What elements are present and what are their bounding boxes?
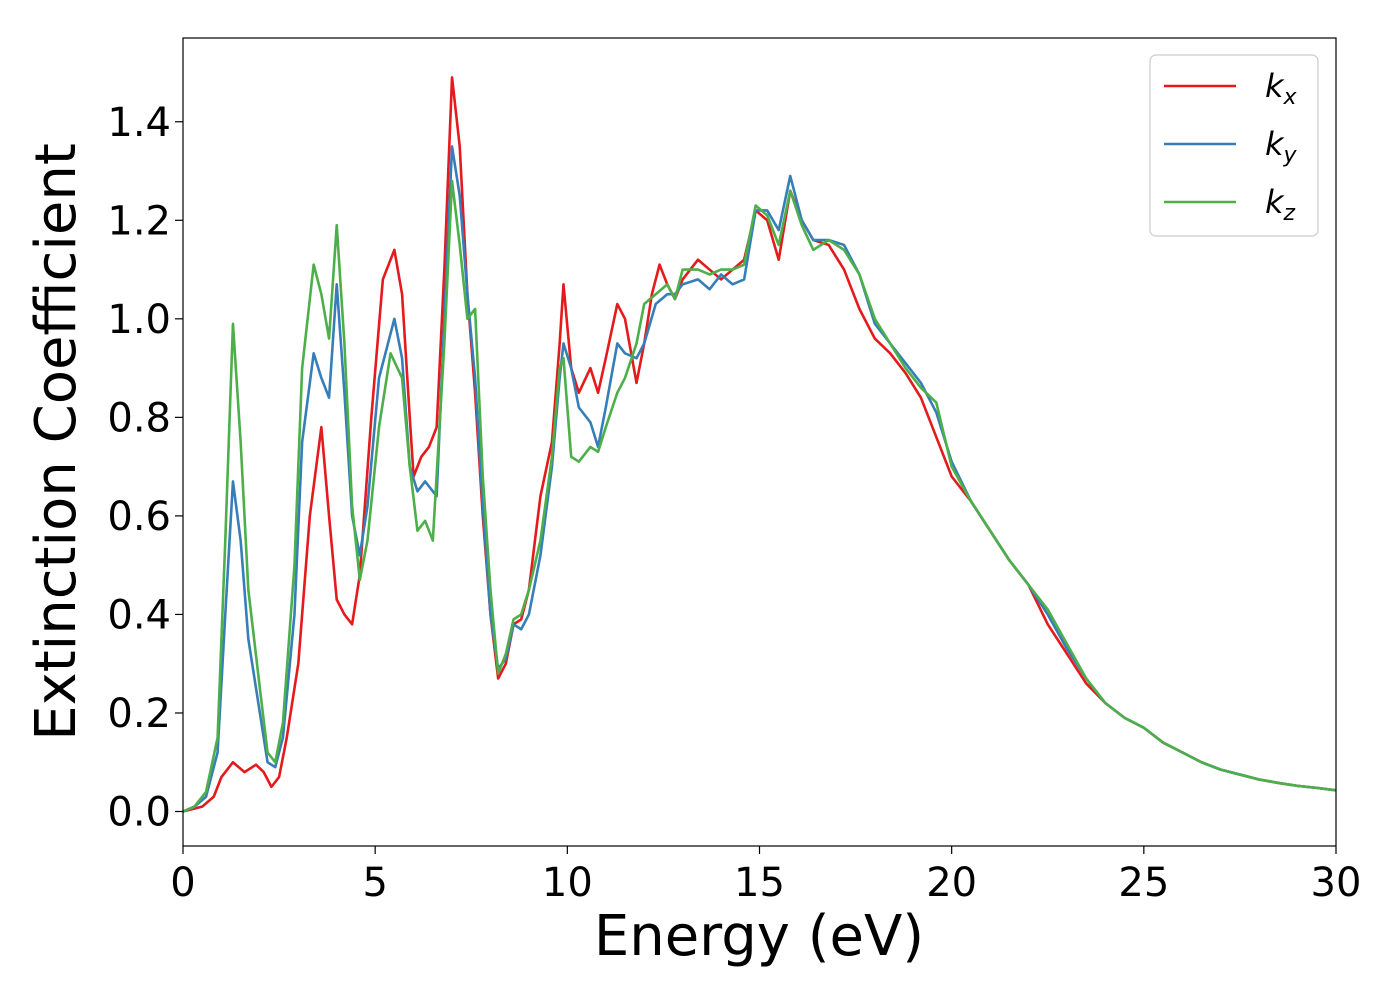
x-tick-label: 20 [926,860,977,906]
x-tick-label: 10 [542,860,593,906]
x-axis-ticks: 0 5 10 15 20 25 30 [170,846,1361,906]
x-axis-title: Energy (eV) [594,904,924,969]
y-tick-label: 0.6 [107,494,171,540]
y-axis-title: Extinction Coefficient [24,143,89,741]
y-tick-label: 0.0 [107,790,171,836]
y-tick-label: 1.0 [107,297,171,343]
plot-background [183,38,1336,846]
series-layer [183,76,1336,813]
legend: kx ky kz [1149,54,1319,237]
x-tick-label: 30 [1311,860,1362,906]
y-tick-label: 0.8 [107,395,171,441]
y-tick-label: 0.2 [107,691,171,737]
x-tick-label: 5 [362,860,387,906]
y-axis-ticks: 0.0 0.2 0.4 0.6 0.8 1.0 1.2 1.4 [107,100,183,836]
x-tick-label: 0 [170,860,195,906]
x-tick-label: 25 [1118,860,1169,906]
x-tick-label: 15 [734,860,785,906]
y-tick-label: 1.2 [107,198,171,244]
series-line-z [183,179,1336,813]
y-tick-label: 0.4 [107,592,171,638]
legend-label-z: kz [1265,183,1296,226]
legend-label-y: ky [1265,125,1298,168]
legend-label-x: kx [1265,67,1298,110]
legend-frame [1149,54,1319,237]
y-tick-label: 1.4 [107,100,171,146]
